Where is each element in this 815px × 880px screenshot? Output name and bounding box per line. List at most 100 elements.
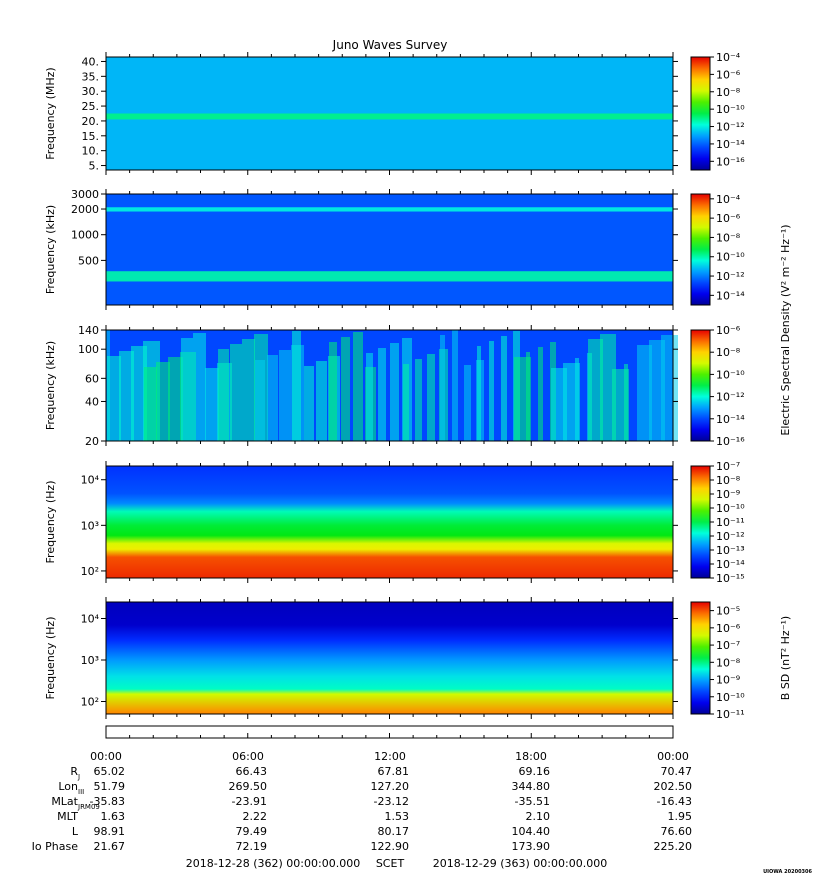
panel-1: 5. 10. 15. 20. 25. 30. 35. 40. Frequency (MHz) 10…	[44, 51, 745, 175]
spectral-streak	[538, 347, 543, 441]
ephemeris-value: 76.60	[661, 825, 693, 838]
spectral-streak	[316, 361, 327, 441]
scet-end: 2018-12-29 (363) 00:00:00.000	[433, 857, 607, 870]
spectral-streak	[378, 348, 386, 441]
heatmap-panel-2	[106, 194, 673, 305]
emission-band-1	[106, 207, 673, 212]
spectral-streak	[452, 330, 458, 441]
time-tick-label: 00:00	[657, 750, 689, 763]
ephemeris-value: 122.90	[371, 840, 410, 853]
ephemeris-value: 269.50	[229, 780, 268, 793]
ephemeris-value: 1.63	[101, 810, 126, 823]
y-tick-label: 30.	[82, 85, 100, 98]
spectral-streak	[292, 331, 301, 441]
ephemeris-value: 104.40	[512, 825, 551, 838]
colorbar-tick-label: 10⁻⁸	[716, 346, 741, 359]
y-tick-label: 35.	[82, 70, 100, 83]
credit-text: UIOWA 20200306	[763, 869, 812, 875]
colorbar-label: Electric Spectral Density (V² m⁻² Hz⁻¹)	[779, 224, 792, 435]
spectral-streak	[230, 344, 242, 441]
y-axis-label: Frequency (Hz)	[44, 481, 57, 564]
y-tick-label: 500	[78, 254, 99, 267]
spectral-streak	[588, 339, 603, 441]
colorbar-tick-label: 10⁻⁵	[716, 605, 740, 618]
ephemeris-value: 127.20	[371, 780, 410, 793]
ephemeris-value: 79.49	[236, 825, 268, 838]
y-axis-label: Frequency (MHz)	[44, 67, 57, 159]
emission-band-2	[106, 271, 673, 282]
spectral-streak	[440, 335, 445, 441]
y-tick-label: 5.	[89, 160, 100, 173]
colorbar-tick-label: 10⁻⁴	[716, 193, 741, 206]
colorbar-tick-label: 10⁻¹⁰	[716, 103, 745, 116]
spectral-streak	[551, 368, 567, 441]
ephemeris-row-label: MLT	[57, 810, 78, 823]
colorbar-tick-label: 10⁻¹⁴	[716, 413, 745, 426]
colorbar-panel-1: 10⁻⁴ 10⁻⁶ 10⁻⁸ 10⁻¹⁰ 10⁻¹² 10⁻¹⁴ 10⁻¹⁶	[690, 51, 745, 171]
colorbar-panel-2: 10⁻⁴ 10⁻⁶ 10⁻⁸ 10⁻¹⁰ 10⁻¹² 10⁻¹⁴ Electric Spec…	[690, 193, 792, 436]
spectral-streak	[107, 356, 121, 441]
spectral-streak	[637, 345, 652, 441]
ephemeris-value: 173.90	[512, 840, 551, 853]
y-tick-label: 40	[85, 395, 99, 408]
colorbar-panel-3: 10⁻⁶ 10⁻⁸ 10⁻¹⁰ 10⁻¹² 10⁻¹⁴ 10⁻¹⁶	[690, 324, 745, 448]
colorbar-tick-label: 10⁻⁸	[716, 231, 741, 244]
spectral-streak	[415, 359, 422, 441]
colorbar-panel-5: 10⁻⁵ 10⁻⁶ 10⁻⁷ 10⁻⁸ 10⁻⁹ 10⁻¹⁰ 10⁻¹¹ B SD (nT² …	[690, 601, 792, 721]
spectral-streak	[119, 351, 134, 441]
y-tick-label: 20.	[82, 115, 100, 128]
y-tick-label: 1000	[71, 229, 99, 242]
ephemeris-value: 225.20	[654, 840, 693, 853]
colorbar-tick-label: 10⁻⁹	[716, 488, 740, 501]
spectral-streak	[353, 332, 363, 441]
ephemeris-value: 69.16	[519, 765, 551, 778]
ephemeris-value: 67.81	[378, 765, 410, 778]
panel-3: 20 40 60 100 140 Frequency (kHz) 10⁻⁶ 10⁻⁸ 10⁻¹⁰…	[44, 324, 745, 448]
colorbar-tick-label: 10⁻⁷	[716, 460, 740, 473]
ephemeris-value: 2.22	[243, 810, 268, 823]
ephemeris-row-label: MLat	[51, 795, 78, 808]
colorbar-tick-label: 10⁻⁶	[716, 622, 741, 635]
spectral-streak	[649, 340, 665, 441]
ephemeris-row-label: R	[70, 765, 78, 778]
ephemeris-value: -35.51	[515, 795, 550, 808]
colorbar-panel-4: 10⁻⁷10⁻⁸10⁻⁹10⁻¹⁰10⁻¹¹10⁻¹²10⁻¹³10⁻¹⁴10⁻…	[690, 460, 745, 585]
ephemeris-value: 344.80	[512, 780, 551, 793]
spectral-streak	[661, 335, 678, 441]
ephemeris-value: 65.02	[94, 765, 126, 778]
colorbar-tick-label: 10⁻⁶	[716, 212, 741, 225]
y-tick-label: 15.	[82, 130, 100, 143]
ephemeris-row-subscript: J	[77, 773, 80, 781]
ephemeris-row-subscript: JRM09	[77, 803, 100, 811]
ephemeris-value: -23.91	[232, 795, 267, 808]
spectral-streak	[144, 367, 157, 441]
ephemeris-value: 202.50	[654, 780, 693, 793]
colorbar-tick-label: 10⁻¹³	[716, 544, 745, 557]
spectral-streak	[563, 363, 580, 441]
spectral-streak	[329, 342, 337, 441]
emission-band-1	[106, 113, 673, 120]
ephemeris-value: 2.10	[526, 810, 551, 823]
ephemeris-axis: 00:00 06:00 12:00 18:00 00:00 R J 65.02 66.43 67.…	[32, 725, 693, 870]
scet-start: 2018-12-28 (362) 00:00:00.000	[186, 857, 360, 870]
time-tick-label: 12:00	[374, 750, 406, 763]
ephemeris-value: 70.47	[661, 765, 693, 778]
ephemeris-value: -16.43	[657, 795, 692, 808]
y-tick-label: 2000	[71, 203, 99, 216]
panel-4: 10² 10³ 10⁴ Frequency (Hz) 10⁻⁷10⁻⁸10⁻⁹10⁻¹⁰…	[44, 460, 745, 585]
heatmap-panel-5	[106, 602, 673, 714]
spectral-streak	[366, 353, 373, 441]
spectral-streak	[218, 349, 229, 441]
colorbar-tick-label: 10⁻⁸	[716, 474, 741, 487]
spectral-streak	[304, 366, 314, 441]
colorbar	[690, 56, 711, 171]
time-tick-label: 06:00	[232, 750, 264, 763]
scet-label: SCET	[376, 857, 405, 870]
colorbar-tick-label: 10⁻¹⁶	[716, 435, 745, 448]
y-tick-label: 20	[85, 435, 99, 448]
colorbar-tick-label: 10⁻¹⁴	[716, 138, 745, 151]
ephemeris-row-label: Io Phase	[32, 840, 79, 853]
ephemeris-value: 1.53	[385, 810, 410, 823]
spectral-streak	[612, 369, 629, 441]
